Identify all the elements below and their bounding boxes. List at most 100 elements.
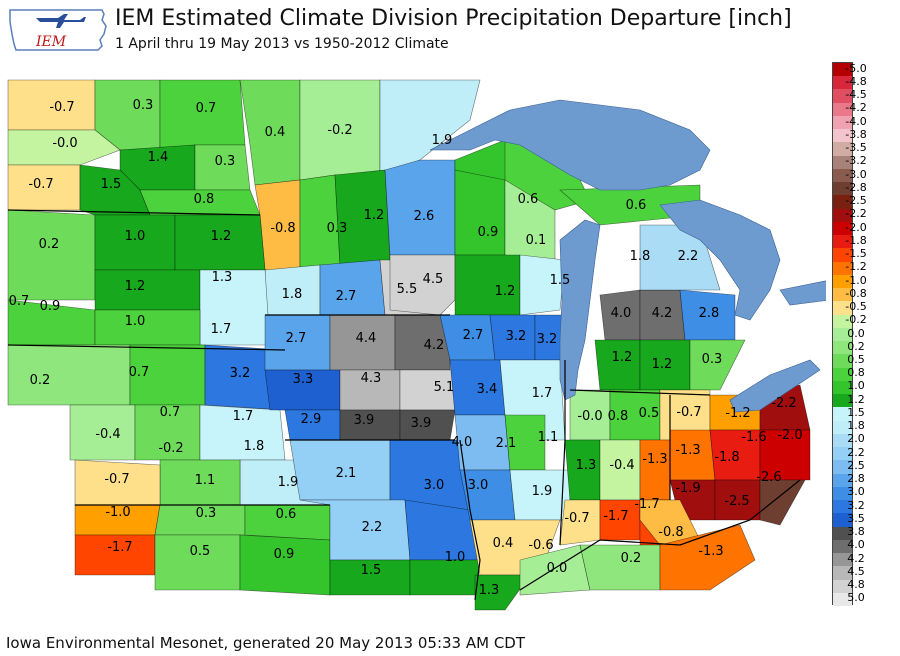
legend-tick-label: -1.8 <box>845 233 867 247</box>
legend-tick-label: 0.8 <box>847 366 865 380</box>
division-value-label: 1.5 <box>101 177 122 192</box>
division-value-label: 2.6 <box>414 209 435 224</box>
division-value-label: -0.2 <box>327 123 352 138</box>
division-value-label: 1.7 <box>532 386 553 401</box>
legend-tick-label: 2.0 <box>847 432 865 446</box>
division-value-label: 0.2 <box>39 237 60 252</box>
region-wi-ec <box>519 254 566 316</box>
legend-swatch <box>833 566 852 580</box>
division-value-label: -1.3 <box>698 544 723 559</box>
legend-tick-label: 3.5 <box>847 511 865 525</box>
region-in-ne <box>639 439 671 501</box>
division-value-label: 0.3 <box>196 506 217 521</box>
legend-tick-label: 3.2 <box>847 498 865 512</box>
legend-tick-label: 3.8 <box>847 525 865 539</box>
division-value-label: 0.3 <box>133 98 154 113</box>
legend-swatch <box>833 301 852 316</box>
division-value-label: 0.4 <box>493 536 514 551</box>
legend-swatch <box>833 208 852 223</box>
legend-tick-label: 1.0 <box>847 379 865 393</box>
legend-swatch <box>833 486 852 501</box>
legend-swatch <box>833 553 852 567</box>
division-value-label: 1.5 <box>361 563 382 578</box>
legend-tick-label: -1.5 <box>845 247 867 261</box>
division-value-label: 1.2 <box>652 357 673 372</box>
legend-swatch <box>833 407 852 422</box>
logo-text: IEM <box>35 34 67 50</box>
legend-tick-label: 2.5 <box>847 458 865 472</box>
region-mi-ec <box>689 339 746 391</box>
legend-tick-label: 0.2 <box>847 339 865 353</box>
division-value-label: 0.7 <box>129 365 150 380</box>
division-value-label: 0.3 <box>327 221 348 236</box>
legend-tick-label: 0.0 <box>847 326 865 340</box>
division-value-label: 0.2 <box>621 551 642 566</box>
division-value-label: 4.2 <box>424 338 445 353</box>
lake-ontario <box>779 280 826 306</box>
division-value-label: 1.8 <box>630 249 651 264</box>
legend-swatch <box>833 155 852 170</box>
legend-tick-label: -4.8 <box>845 74 867 88</box>
division-value-label: -0.0 <box>52 136 77 151</box>
division-value-label: 3.2 <box>537 332 558 347</box>
lake-michigan <box>559 219 601 401</box>
legend-swatch <box>833 274 852 289</box>
division-value-label: 1.1 <box>195 473 216 488</box>
division-value-label: 2.1 <box>336 466 357 481</box>
division-value-label: 0.9 <box>478 225 499 240</box>
border-ohio-river <box>519 479 801 591</box>
division-value-label: 1.9 <box>532 484 553 499</box>
division-value-label: 5.1 <box>434 380 455 395</box>
division-value-label: 1.4 <box>148 150 169 165</box>
legend-tick-label: 0.5 <box>847 352 865 366</box>
division-value-label: -2.0 <box>777 428 802 443</box>
division-value-label: 0.9 <box>40 299 61 314</box>
division-value-label: 1.0 <box>125 314 146 329</box>
legend-tick-label: -4.5 <box>845 88 867 102</box>
legend-tick-label: -3.5 <box>845 141 867 155</box>
legend-swatch <box>833 327 852 342</box>
legend-tick-label: -5.0 <box>845 61 867 75</box>
division-value-label: -1.2 <box>725 406 750 421</box>
division-value-label: 1.8 <box>282 287 303 302</box>
legend-swatch <box>833 168 852 183</box>
legend-swatch <box>833 261 852 276</box>
division-value-label: 1.2 <box>125 279 146 294</box>
division-value-label: 1.7 <box>211 322 232 337</box>
division-value-label: 4.2 <box>652 306 673 321</box>
region-wi-nw <box>384 159 456 256</box>
division-value-label: 1.3 <box>212 270 233 285</box>
division-value-label: -1.9 <box>675 481 700 496</box>
legend-tick-label: -2.5 <box>845 194 867 208</box>
region-wi-nc <box>454 169 506 256</box>
legend-swatch <box>833 447 852 461</box>
division-value-label: 0.8 <box>608 409 629 424</box>
legend-swatch <box>833 195 852 210</box>
division-value-label: 0.5 <box>190 544 211 559</box>
division-value-label: 0.1 <box>526 233 547 248</box>
division-value-label: -0.7 <box>676 405 701 420</box>
header: IEM IEM Estimated Climate Division Preci… <box>0 0 900 56</box>
division-value-label: -2.5 <box>724 494 749 509</box>
border-mi-in <box>569 389 711 396</box>
division-value-label: 1.9 <box>432 133 453 148</box>
legend-swatch <box>833 380 852 395</box>
division-value-label: -1.3 <box>642 452 667 467</box>
region-ok-ec <box>239 534 331 596</box>
division-value-label: 4.4 <box>356 331 377 346</box>
legend-tick-label: 3.0 <box>847 485 865 499</box>
division-value-label: -1.0 <box>105 505 130 520</box>
division-value-label: -2.2 <box>771 396 796 411</box>
legend-swatch <box>833 513 852 528</box>
legend-tick-label: -2.2 <box>845 207 867 221</box>
region-mn-sc <box>319 259 386 316</box>
legend-tick-label: 4.2 <box>847 551 865 565</box>
division-value-label: -0.7 <box>564 511 589 526</box>
legend-tick-label: -1.0 <box>845 273 867 287</box>
legend-swatch <box>833 354 852 369</box>
lake-erie <box>729 359 821 413</box>
division-value-label: 0.6 <box>276 507 297 522</box>
division-value-label: 0.2 <box>30 373 51 388</box>
legend-swatch <box>833 579 852 594</box>
division-value-label: 2.2 <box>362 520 383 535</box>
